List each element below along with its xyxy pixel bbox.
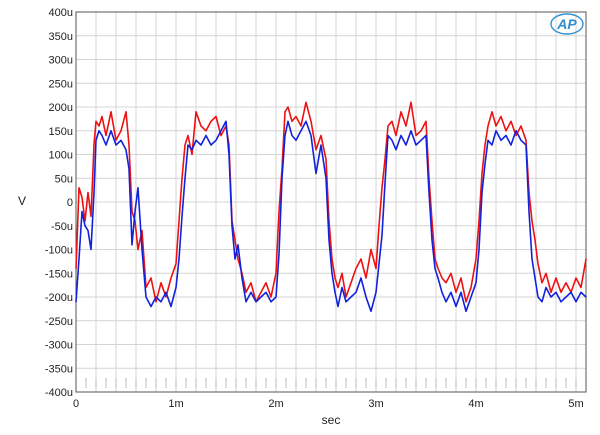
y-tick-labels: 400u 350u 300u 250u 200u 150u 100u 50u 0 -50u -100… [45, 7, 73, 399]
y-tick-label: -50u [51, 221, 73, 233]
y-tick-label: 0 [67, 197, 73, 209]
y-tick-label: 200u [49, 102, 73, 114]
y-tick-label: -250u [45, 316, 73, 328]
y-tick-label: -100u [45, 245, 73, 257]
y-tick-label: -300u [45, 340, 73, 352]
ap-logo-text: AP [556, 16, 577, 32]
grid [75, 11, 586, 393]
series-line-red [75, 101, 587, 303]
y-axis-label: V [18, 194, 26, 208]
ap-logo-icon: AP [550, 13, 584, 35]
x-tick-label: 3m [368, 398, 383, 410]
x-tick-label: 0 [73, 398, 79, 410]
minor-ticks [85, 378, 577, 388]
y-tick-label: -400u [45, 387, 73, 399]
plot-frame [75, 11, 587, 393]
y-tick-label: -350u [45, 363, 73, 375]
x-tick-label: 4m [468, 398, 483, 410]
ap-logo-ring [550, 13, 584, 35]
y-tick-label: 400u [49, 7, 73, 19]
y-tick-label: 150u [49, 126, 73, 138]
series-layer [75, 101, 587, 313]
y-tick-label: -200u [45, 292, 73, 304]
x-tick-label: 2m [268, 398, 283, 410]
x-tick-label: 1m [168, 398, 183, 410]
series-line-blue [75, 120, 587, 313]
y-tick-label: 50u [55, 173, 73, 185]
x-axis-label: sec [322, 413, 341, 427]
y-tick-label: -150u [45, 268, 73, 280]
y-tick-label: 350u [49, 31, 73, 43]
y-tick-label: 250u [49, 78, 73, 90]
y-tick-label: 100u [49, 150, 73, 162]
x-tick-label: 5m [568, 398, 583, 410]
x-tick-labels: 0 1m 2m 3m 4m 5m [73, 398, 584, 410]
y-tick-label: 300u [49, 55, 73, 67]
